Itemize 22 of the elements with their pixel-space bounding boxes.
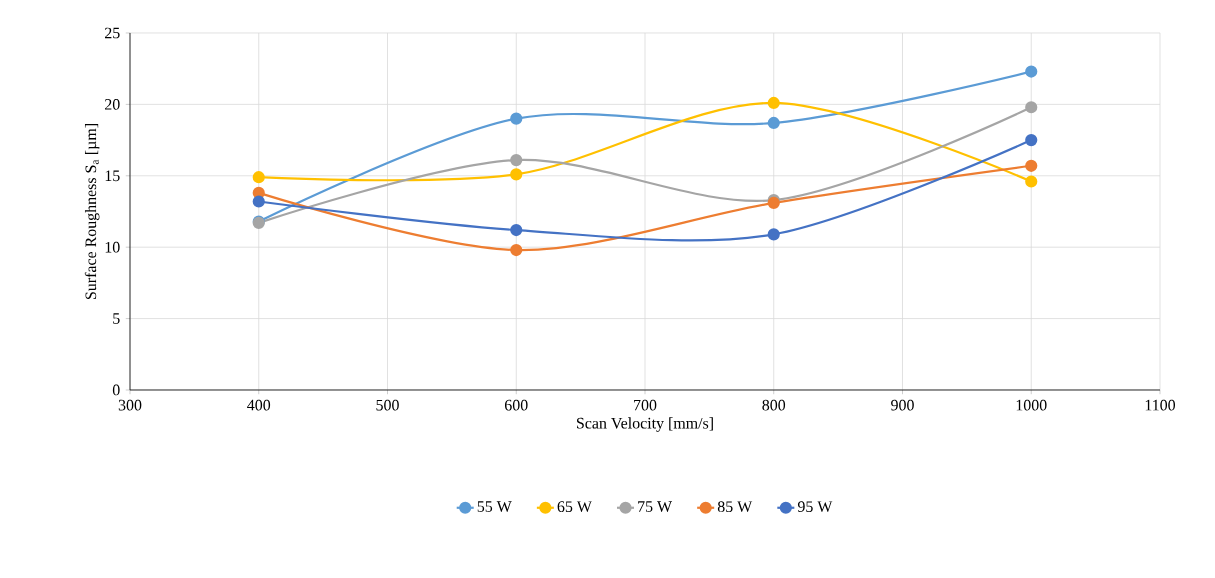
legend-label: 75 W: [638, 501, 673, 513]
y-tick-label: 10: [105, 241, 120, 253]
x-tick-label: 400: [247, 399, 271, 411]
x-tick-label: 600: [504, 399, 528, 411]
x-tick-label: 800: [762, 399, 786, 411]
x-tick-label: 500: [376, 399, 399, 411]
y-axis-title: Surface Roughness S$_{a}$ [µm]: [84, 124, 100, 299]
x-axis-title: Scan Velocity [mm/s]: [577, 417, 713, 432]
x-tick-label: 300: [118, 399, 142, 411]
y-tick-label: 5: [113, 313, 120, 324]
y-tick-label: 25: [105, 27, 120, 39]
x-tick-label: 1100: [1145, 399, 1176, 411]
y-tick-label: 15: [105, 170, 120, 182]
x-tick-label: 1000: [1016, 399, 1047, 411]
legend-label: 65 W: [557, 501, 592, 513]
x-tick-label: 900: [891, 399, 914, 411]
y-tick-label: 20: [105, 99, 120, 110]
y-tick-label: 0: [112, 384, 120, 396]
x-tick-label: 700: [634, 399, 657, 411]
legend-label: 85 W: [717, 501, 753, 513]
legend-label: 95 W: [797, 501, 833, 513]
legend-label: 55 W: [477, 501, 512, 513]
